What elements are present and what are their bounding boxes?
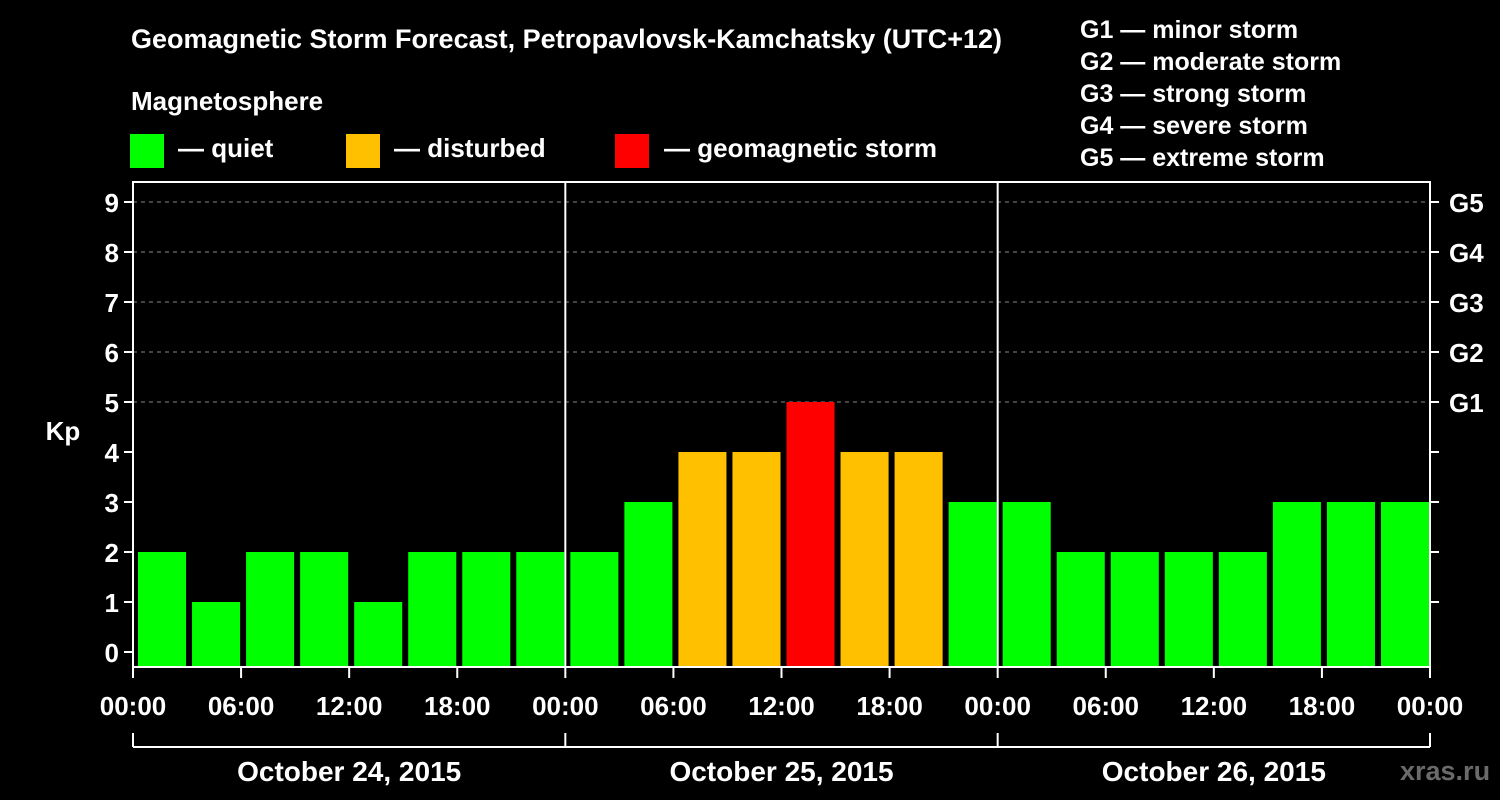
bar: [678, 452, 727, 667]
bar: [1380, 502, 1429, 667]
legend-label-quiet: — quiet: [178, 133, 274, 163]
x-tick-label: 06:00: [640, 691, 707, 721]
x-tick-label: 12:00: [1181, 691, 1248, 721]
storm-level-g4: G4 — severe storm: [1080, 112, 1308, 140]
y-tick-label: 4: [105, 438, 120, 468]
storm-level-g2: G2 — moderate storm: [1080, 48, 1342, 76]
bar: [570, 552, 619, 667]
g-level-label: G2: [1449, 338, 1484, 368]
watermark: xras.ru: [1400, 756, 1491, 786]
legend-title: Magnetosphere: [131, 86, 324, 116]
chart-title: Geomagnetic Storm Forecast, Petropavlovs…: [131, 24, 1003, 54]
bar: [246, 552, 295, 667]
g-level-label: G4: [1449, 238, 1484, 268]
storm-level-g5: G5 — extreme storm: [1080, 144, 1325, 172]
x-tick-label: 06:00: [1073, 691, 1140, 721]
x-tick-label: 18:00: [1289, 691, 1356, 721]
y-tick-label: 0: [105, 638, 119, 668]
legend-swatch-storm: [615, 134, 649, 168]
y-tick-label: 9: [105, 188, 119, 218]
x-tick-label: 18:00: [856, 691, 923, 721]
date-label: October 25, 2015: [669, 756, 893, 787]
x-tick-label: 00:00: [532, 691, 599, 721]
y-axis-label: Kp: [46, 416, 81, 446]
bar: [1218, 552, 1267, 667]
bar: [1164, 552, 1213, 667]
bar: [192, 602, 241, 667]
bar: [948, 502, 997, 667]
legend-label-storm: — geomagnetic storm: [664, 133, 938, 163]
x-tick-label: 00:00: [1397, 691, 1464, 721]
bar: [786, 402, 835, 667]
y-tick-label: 6: [105, 338, 119, 368]
y-tick-label: 2: [105, 538, 119, 568]
bar: [840, 452, 889, 667]
bar: [1272, 502, 1321, 667]
bar: [408, 552, 457, 667]
x-tick-label: 12:00: [748, 691, 815, 721]
date-label: October 24, 2015: [237, 756, 461, 787]
g-level-label: G5: [1449, 188, 1484, 218]
storm-level-list: G1 — minor storm G2 — moderate storm G3 …: [1080, 14, 1341, 174]
x-tick-label: 00:00: [100, 691, 167, 721]
x-tick-label: 12:00: [316, 691, 383, 721]
bar: [462, 552, 511, 667]
date-label: October 26, 2015: [1102, 756, 1326, 787]
x-tick-label: 00:00: [964, 691, 1031, 721]
y-tick-label: 1: [105, 588, 119, 618]
bar: [354, 602, 403, 667]
bar: [1002, 502, 1051, 667]
bar: [1110, 552, 1159, 667]
bar: [624, 502, 673, 667]
bar: [1056, 552, 1105, 667]
y-tick-label: 3: [105, 488, 119, 518]
bar: [138, 552, 187, 667]
y-tick-label: 5: [105, 388, 119, 418]
x-tick-label: 18:00: [424, 691, 491, 721]
legend-swatch-disturbed: [346, 134, 380, 168]
x-tick-label: 06:00: [208, 691, 275, 721]
bar: [894, 452, 943, 667]
g-level-label: G1: [1449, 388, 1484, 418]
y-tick-label: 8: [105, 238, 119, 268]
legend-swatch-quiet: [130, 134, 164, 168]
bar: [1326, 502, 1375, 667]
storm-level-g3: G3 — strong storm: [1080, 80, 1307, 108]
legend-label-disturbed: — disturbed: [394, 133, 546, 163]
bar: [516, 552, 565, 667]
bar: [732, 452, 781, 667]
y-tick-label: 7: [105, 288, 119, 318]
g-level-label: G3: [1449, 288, 1484, 318]
storm-level-g1: G1 — minor storm: [1080, 16, 1299, 44]
bar: [300, 552, 349, 667]
